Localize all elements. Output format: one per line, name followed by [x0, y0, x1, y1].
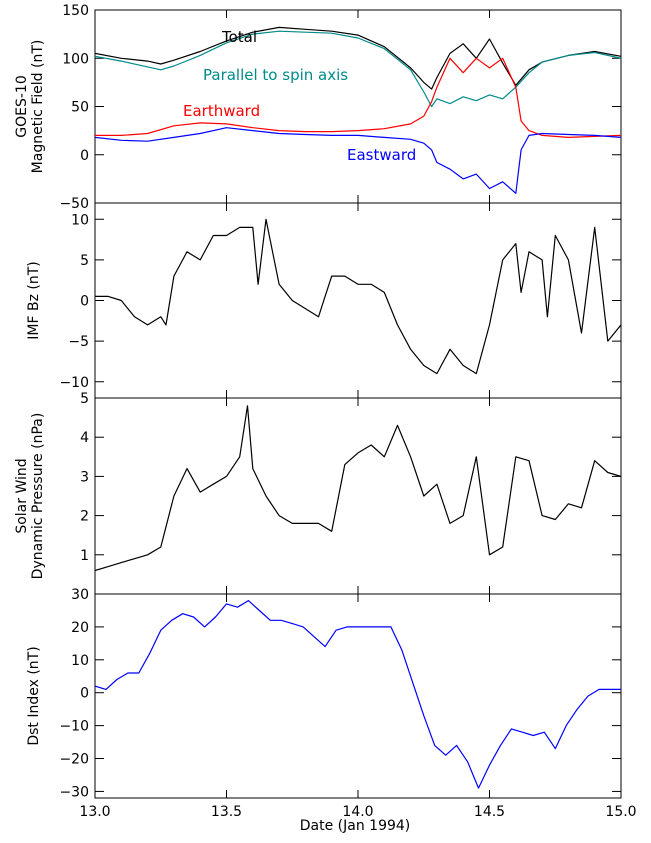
annotation-eastward: Eastward — [347, 146, 416, 164]
x-tick-label: 14.0 — [342, 804, 373, 820]
x-tick-label: 15.0 — [605, 804, 636, 820]
dst-index-y-axis-label: Dst Index (nT) — [26, 646, 42, 745]
imf-bz-y-tick-label: −5 — [68, 334, 89, 350]
goes-10-magnetic-field-y-tick-label: 50 — [71, 100, 89, 116]
dst-index-y-tick-label: −20 — [59, 752, 89, 768]
dst-index-y-tick-label: 0 — [80, 686, 89, 702]
dst-index-y-tick-label: 10 — [71, 653, 89, 669]
x-tick-label: 14.5 — [474, 804, 505, 820]
imf-bz-y-tick-label: −10 — [59, 375, 89, 391]
solar-wind-pressure-series-line — [95, 405, 621, 572]
solar-wind-pressure-y-tick-label: 4 — [80, 430, 89, 446]
goes-10-magnetic-field-earthward-line — [95, 57, 621, 138]
imf-bz-series-line — [95, 218, 621, 375]
dst-index-y-tick-label: −30 — [59, 784, 89, 800]
goes-10-magnetic-field-y-tick-label: 150 — [62, 3, 89, 19]
dst-index-series-line — [95, 599, 621, 789]
imf-bz-y-axis-label: IMF Bz (nT) — [26, 261, 42, 339]
solar-wind-pressure-y-axis-label: Dynamic Pressure (nPa) — [30, 413, 46, 580]
x-tick-label: 13.0 — [79, 804, 110, 820]
dst-index-panel: −30 −20 −10 0 10 20 30 13.0 13.5 14.0 14.5 15.0 Dst … — [26, 587, 637, 820]
imf-bz-y-tick-label: 0 — [80, 294, 89, 310]
annotation-parallel-to-spin-axis: Parallel to spin axis — [203, 66, 348, 84]
goes-10-magnetic-field-y-axis-label: Magnetic Field (nT) — [30, 40, 46, 174]
solar-wind-pressure-y-tick-label: 3 — [80, 469, 89, 485]
imf-bz-panel: −10 −5 0 5 10 IMF Bz (nT) — [26, 202, 622, 399]
annotation-total: Total — [221, 28, 257, 46]
annotation-earthward: Earthward — [183, 102, 260, 120]
imf-bz-frame — [94, 202, 622, 399]
dst-index-y-tick-label: 20 — [71, 620, 89, 636]
goes-10-magnetic-field-frame — [94, 9, 622, 204]
goes-10-magnetic-field-eastward-line — [95, 127, 621, 194]
solar-wind-pressure-y-tick-label: 2 — [80, 509, 89, 525]
goes-10-magnetic-field-y-tick-label: −50 — [59, 196, 89, 212]
goes-10-magnetic-field-y-tick-label: 100 — [62, 51, 89, 67]
x-tick-label: 13.5 — [211, 804, 242, 820]
imf-bz-y-tick-label: 10 — [71, 212, 89, 228]
solar-wind-pressure-y-tick-label: 5 — [80, 391, 89, 407]
solar-wind-pressure-y-axis-label: Solar Wind — [14, 458, 30, 533]
goes-10-magnetic-field-y-axis-label: GOES-10 — [14, 75, 30, 137]
imf-bz-y-tick-label: 5 — [80, 253, 89, 269]
dst-index-y-tick-label: 30 — [71, 587, 89, 603]
dst-index-y-tick-label: −10 — [59, 719, 89, 735]
x-axis-label: Date (Jan 1994) — [300, 818, 411, 834]
solar-wind-pressure-panel: 1 2 3 4 5 Solar Wind Dynamic Pressure (nPa) — [14, 391, 622, 595]
dst-index-frame — [94, 593, 622, 799]
goes-10-magnetic-field-total-line — [95, 26, 621, 90]
goes-10-magnetic-field-panel: −50 0 50 100 150 GOES-10 Magnetic Field (nT) To… — [14, 3, 622, 212]
goes-10-magnetic-field-parallel-to-spin-axis-line — [95, 30, 621, 108]
goes-10-magnetic-field-y-tick-label: 0 — [80, 148, 89, 164]
solar-wind-pressure-y-tick-label: 1 — [80, 548, 89, 564]
